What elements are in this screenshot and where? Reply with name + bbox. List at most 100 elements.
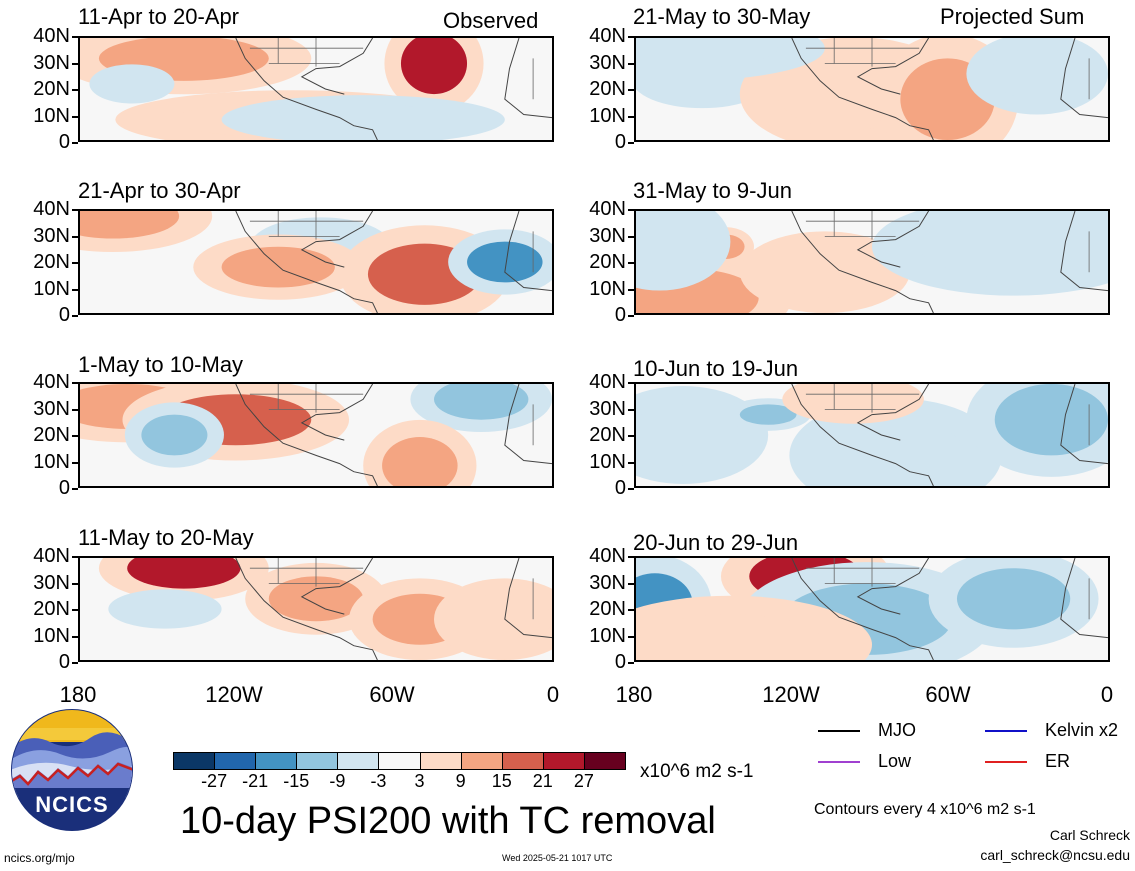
anomaly-region-core (956, 568, 1071, 630)
lat-label-left-1-2: 30N (33, 51, 70, 74)
lat-label-right-1-2: 30N (589, 51, 626, 74)
lat-tick (72, 382, 78, 384)
anomaly-region-core (636, 211, 707, 273)
map-panel-left-2 (78, 209, 554, 315)
ncics-logo-graphic (11, 709, 133, 831)
lat-label-right-3-2: 30N (589, 397, 626, 420)
lat-tick (628, 288, 634, 291)
lat-label-left-2-5: 0 (58, 304, 70, 326)
lat-label-right-2-1: 40N (589, 198, 626, 220)
lat-tick (72, 89, 78, 91)
lat-tick (628, 315, 634, 317)
colorbar-swatch (255, 752, 298, 770)
colorbar-label: 15 (491, 771, 512, 791)
panel-title-left-3: 1-May to 10-May (78, 352, 244, 377)
lat-label-right-2-4: 10N (589, 277, 626, 300)
political-borders (805, 211, 1090, 273)
lat-label-left-2-3: 20N (33, 251, 70, 273)
lat-tick (72, 556, 78, 558)
lat-label-left-4-1: 40N (33, 545, 70, 567)
colorbar-label: 9 (455, 771, 466, 791)
lat-label-right-1-4: 10N (589, 104, 626, 127)
anomaly-region-core (221, 246, 335, 288)
map-field (636, 38, 1108, 140)
lat-tick (628, 209, 634, 211)
lat-label-right-3-4: 10N (589, 450, 626, 473)
lat-tick (628, 556, 634, 558)
lat-tick (628, 435, 634, 437)
anomaly-region-core (103, 71, 161, 97)
lon-label-left-60w: 60W (369, 682, 415, 707)
colorbar-swatch (173, 752, 216, 770)
coastline (791, 211, 1108, 313)
anomaly-region-core (127, 596, 203, 622)
colorbar-swatch (501, 752, 544, 770)
colorbar-units: x10^6 m2 s-1 (640, 761, 754, 782)
anomaly-region-core (382, 437, 458, 486)
legend-line-mjo (818, 730, 860, 732)
map-panel-right-4 (634, 556, 1110, 662)
lat-tick (72, 235, 78, 238)
lon-label-left-180: 180 (59, 682, 97, 707)
legend-line-kelvin (985, 730, 1027, 732)
site-url[interactable]: ncics.org/mjo (4, 851, 75, 865)
lat-tick (72, 209, 78, 211)
map-panel-left-3 (78, 382, 554, 488)
lon-label-right-0: 0 (1100, 682, 1114, 707)
lat-label-left-3-1: 40N (33, 371, 70, 393)
lat-tick (72, 582, 78, 585)
lat-label-left-2-2: 30N (33, 224, 70, 247)
political-borders (249, 211, 534, 273)
lat-tick (72, 408, 78, 411)
coastline (235, 38, 552, 140)
anomaly-region-core (467, 241, 543, 283)
colorbar-swatch (583, 752, 626, 770)
lat-label-left-4-5: 0 (58, 651, 70, 673)
anomaly-region-core (400, 38, 468, 95)
lat-label-left-4-2: 30N (33, 571, 70, 594)
lat-tick (628, 582, 634, 585)
panel-title-right-4: 20-Jun to 29-Jun (633, 530, 799, 555)
map-field (80, 211, 552, 313)
lat-tick (628, 142, 634, 144)
lat-label-right-2-3: 20N (589, 251, 626, 273)
lat-label-right-4-3: 20N (589, 598, 626, 620)
lat-label-left-1-1: 40N (33, 25, 70, 47)
lat-label-left-3-3: 20N (33, 424, 70, 446)
legend-label-low: Low (878, 751, 912, 771)
anomaly-region-core (80, 211, 180, 239)
lat-label-right-3-5: 0 (614, 477, 626, 499)
lat-label-left-4-3: 20N (33, 598, 70, 620)
lat-label-right-1-5: 0 (614, 131, 626, 153)
ncics-logo: NCICS (10, 708, 134, 832)
panel-title-left-2: 21-Apr to 30-Apr (78, 178, 241, 203)
panel-title-right-3: 10-Jun to 19-Jun (633, 356, 799, 381)
lat-label-right-4-2: 30N (589, 571, 626, 594)
lat-label-left-1-5: 0 (58, 131, 70, 153)
author-email[interactable]: carl_schreck@ncsu.edu (980, 847, 1130, 863)
colorbar-label: -21 (242, 771, 269, 791)
coastline (791, 38, 1108, 140)
contours-note: Contours every 4 x10^6 m2 s-1 (814, 801, 1036, 818)
legend-line-low (818, 761, 860, 763)
lat-tick (72, 635, 78, 638)
coastline (235, 211, 552, 313)
political-borders (249, 558, 534, 620)
map-field (80, 558, 552, 660)
lat-tick (628, 62, 634, 65)
lat-tick (72, 36, 78, 38)
anomaly-region-core (636, 38, 778, 69)
anomaly-region-core (824, 419, 967, 486)
colorbar-swatch (214, 752, 257, 770)
anomaly-region-core (990, 48, 1085, 100)
political-borders (805, 384, 1090, 446)
political-borders (805, 38, 1090, 100)
lat-tick (72, 288, 78, 291)
lat-tick (628, 36, 634, 38)
lat-label-left-3-4: 10N (33, 450, 70, 473)
lon-label-right-180: 180 (615, 682, 653, 707)
map-panel-left-1 (78, 36, 554, 142)
colorbar-swatch (378, 752, 421, 770)
lat-tick (628, 662, 634, 664)
lat-label-left-2-4: 10N (33, 277, 70, 300)
